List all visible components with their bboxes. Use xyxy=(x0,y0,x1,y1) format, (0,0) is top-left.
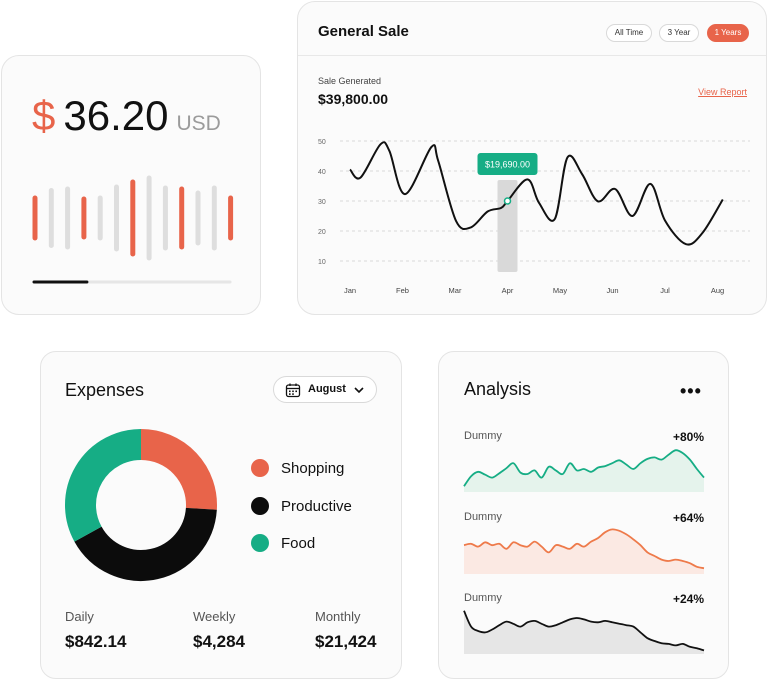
analysis-title: Analysis xyxy=(464,379,532,399)
chevron-down-icon xyxy=(354,387,364,394)
y-tick-label: 20 xyxy=(318,229,326,236)
month-selector[interactable]: August xyxy=(273,376,377,403)
sale-generated-value: $39,800.00 xyxy=(318,91,389,107)
stat-daily-label: Daily xyxy=(65,609,94,624)
sale-chart: 50 40 30 20 10 Jan Feb Mar Apr May Jun Jul Aug $19,69… xyxy=(318,139,750,295)
price-display: $ 36.20 USD xyxy=(32,92,221,140)
x-tick-label: Jan xyxy=(344,286,356,295)
sparkline-line xyxy=(463,449,705,487)
donut-segment-shopping xyxy=(140,429,217,510)
y-tick-label: 40 xyxy=(318,169,326,176)
analysis-change-2: +64% xyxy=(672,511,704,525)
legend-shopping: Shopping xyxy=(251,459,344,477)
y-tick-label: 50 xyxy=(318,139,326,146)
price-amount: 36.20 xyxy=(63,92,169,139)
view-report-link[interactable]: View Report xyxy=(698,87,747,97)
x-tick-label: Aug xyxy=(711,286,724,295)
price-currency-symbol: $ xyxy=(32,92,56,139)
x-tick-label: Jun xyxy=(606,286,618,295)
y-tick-label: 30 xyxy=(318,199,326,206)
highlight-point xyxy=(503,197,512,205)
analysis-change-1: +80% xyxy=(672,430,704,444)
donut-segment-productive xyxy=(74,507,217,581)
legend-dot xyxy=(251,459,269,477)
filter-1-years[interactable]: 1 Years xyxy=(707,24,749,42)
sale-generated-label: Sale Generated xyxy=(318,76,382,86)
x-tick-label: May xyxy=(553,286,567,295)
tooltip-value: $19,690.00 xyxy=(485,160,530,170)
sparkline-line xyxy=(463,610,705,652)
donut-segment-food xyxy=(65,429,142,542)
legend-label: Productive xyxy=(281,497,352,515)
price-bars xyxy=(32,175,234,284)
legend-label: Shopping xyxy=(281,459,345,477)
more-options-icon[interactable]: ••• xyxy=(680,381,702,401)
price-card: $ 36.20 USD xyxy=(1,55,261,315)
stat-monthly-value: $21,424 xyxy=(315,632,377,651)
stat-monthly-label: Monthly xyxy=(315,609,361,624)
filter-3-year[interactable]: 3 Year xyxy=(659,24,699,42)
analysis-card: Analysis ••• Dummy +80% Dummy +64% Dummy… xyxy=(438,351,729,679)
legend-label: Food xyxy=(281,534,316,552)
analysis-label-1: Dummy xyxy=(464,430,502,442)
analysis-change-3: +24% xyxy=(672,592,704,606)
sale-divider xyxy=(298,55,766,56)
expenses-card: Expenses August Shopping Productive Food… xyxy=(40,351,402,679)
analysis-label-3: Dummy xyxy=(464,592,502,604)
highlight-column xyxy=(497,180,518,272)
legend-productive: Productive xyxy=(251,497,352,515)
month-label: August xyxy=(308,383,346,395)
analysis-label-2: Dummy xyxy=(464,511,502,523)
filter-all-time[interactable]: All Time xyxy=(606,24,652,42)
expenses-donut xyxy=(65,429,217,581)
tooltip-bubble xyxy=(477,153,538,175)
expenses-title: Expenses xyxy=(65,380,145,400)
y-tick-label: 10 xyxy=(318,259,326,266)
price-currency-code: USD xyxy=(176,112,221,135)
sparkline-area xyxy=(464,529,704,574)
sale-title: General Sale xyxy=(318,23,409,40)
x-tick-label: Mar xyxy=(449,286,462,295)
x-tick-label: Feb xyxy=(396,286,409,295)
sparkline-area xyxy=(464,450,704,492)
general-sale-card: 50 40 30 20 10 Jan Feb Mar Apr May Jun Jul Aug $19,69… xyxy=(297,1,767,315)
calendar-icon xyxy=(285,383,301,398)
legend-dot xyxy=(251,534,269,552)
legend-food: Food xyxy=(251,534,315,552)
x-tick-label: Jul xyxy=(660,286,670,295)
stat-weekly-label: Weekly xyxy=(193,609,236,624)
sparkline-line xyxy=(463,528,705,570)
stat-daily-value: $842.14 xyxy=(65,632,127,651)
x-tick-label: Apr xyxy=(502,286,514,295)
analysis-sparklines xyxy=(463,449,705,654)
legend-dot xyxy=(251,497,269,515)
sale-line xyxy=(349,141,724,246)
sparkline-area xyxy=(464,610,704,654)
stat-weekly-value: $4,284 xyxy=(193,632,245,651)
